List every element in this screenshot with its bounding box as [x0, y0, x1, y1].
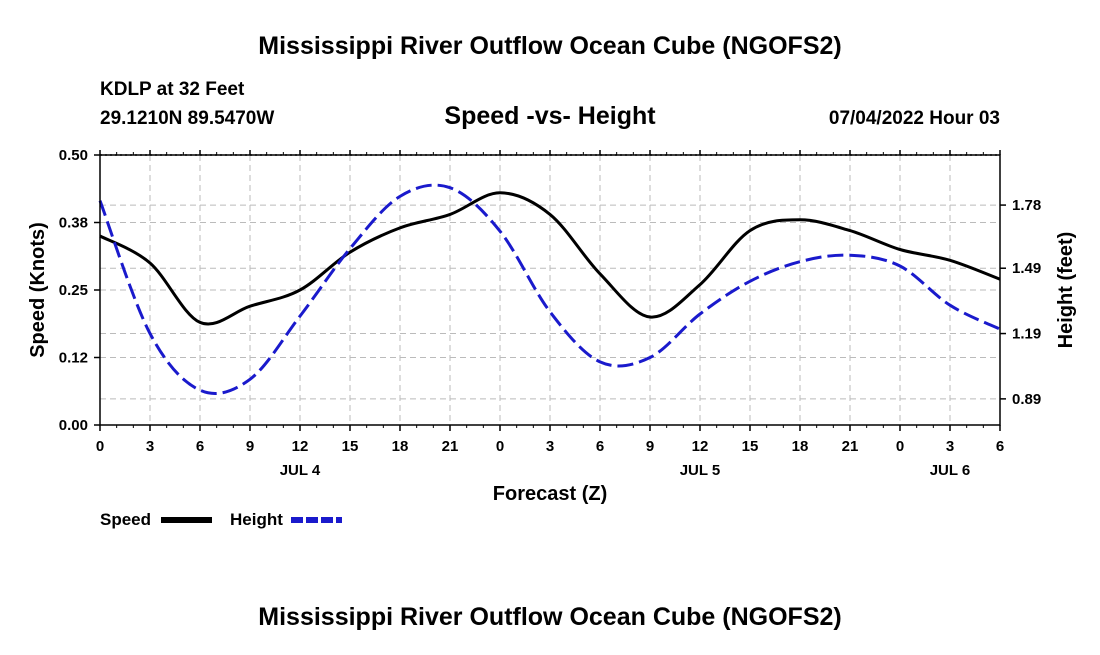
x-tick-label: 18: [792, 438, 809, 455]
x-axis-title: Forecast (Z): [493, 483, 607, 505]
date-label: JUL 4: [280, 462, 321, 479]
chart-subtitle: Speed -vs- Height: [444, 102, 656, 130]
legend: Speed Height: [100, 510, 342, 529]
datetime-label: 07/04/2022 Hour 03: [829, 108, 1000, 129]
x-tick-label: 0: [896, 438, 904, 455]
x-tick-label: 0: [96, 438, 104, 455]
y-tick-label-left: 0.25: [59, 282, 88, 299]
x-tick-label: 21: [442, 438, 459, 455]
axes: 0 3 6 9 12 15 18 21 0 3 6 9 12 15 18 21 0 3 6 JUL 4 JUL 5 JUL…: [59, 147, 1041, 479]
x-tick-label: 3: [146, 438, 154, 455]
series-line-height: [98, 183, 1001, 395]
grid: [100, 154, 1000, 425]
x-tick-label: 9: [246, 438, 254, 455]
x-tick-label: 21: [842, 438, 859, 455]
x-tick-label: 12: [292, 438, 309, 455]
x-tick-label: 18: [392, 438, 409, 455]
location-label: 29.1210N 89.5470W: [100, 108, 274, 129]
station-label: KDLP at 32 Feet: [100, 79, 245, 100]
legend-label-speed: Speed: [100, 510, 151, 529]
x-tick-label: 6: [996, 438, 1004, 455]
series-layer: [98, 183, 1001, 395]
y-tick-label-right: 1.78: [1012, 197, 1041, 214]
y-tick-label-left: 0.12: [59, 350, 88, 367]
x-tick-label: 3: [546, 438, 554, 455]
legend-label-height: Height: [230, 510, 283, 529]
y-tick-label-right: 1.49: [1012, 260, 1041, 277]
y-tick-label-right: 1.19: [1012, 326, 1041, 343]
y-tick-label-right: 0.89: [1012, 391, 1041, 408]
x-tick-label: 3: [946, 438, 954, 455]
x-tick-label: 12: [692, 438, 709, 455]
x-tick-label: 0: [496, 438, 504, 455]
date-label: JUL 5: [680, 462, 721, 479]
y-axis-right-title: Height (feet): [1055, 232, 1077, 349]
series-line-speed: [99, 191, 1001, 326]
y-axis-left-title: Speed (Knots): [27, 222, 49, 358]
x-tick-label: 9: [646, 438, 654, 455]
y-tick-label-left: 0.50: [59, 147, 88, 164]
chart-title: Mississippi River Outflow Ocean Cube (NG…: [258, 32, 841, 60]
x-tick-label: 15: [342, 438, 359, 455]
date-label: JUL 6: [930, 462, 971, 479]
x-tick-label: 6: [596, 438, 604, 455]
x-tick-label: 6: [196, 438, 204, 455]
y-tick-label-left: 0.38: [59, 215, 88, 232]
x-tick-label: 15: [742, 438, 759, 455]
footer-title: Mississippi River Outflow Ocean Cube (NG…: [258, 603, 841, 631]
y-tick-label-left: 0.00: [59, 417, 88, 434]
